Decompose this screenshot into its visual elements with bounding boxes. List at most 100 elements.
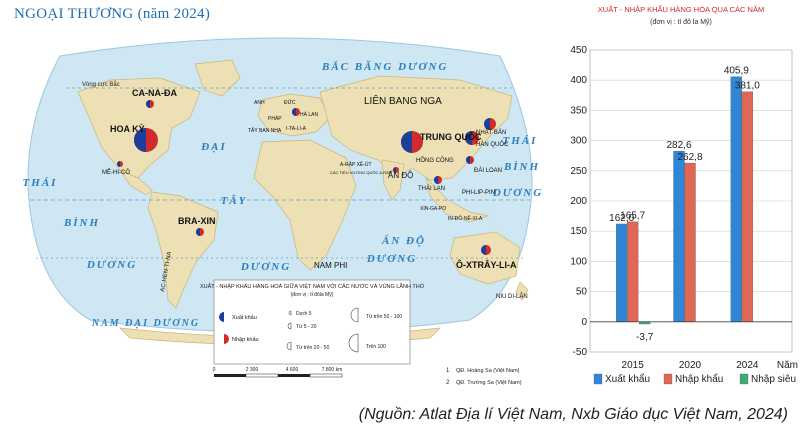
map-legend: XUẤT - NHẬP KHẨU HÀNG HOÁ GIỮA VIỆT NAM … <box>200 279 425 365</box>
svg-text:Nhập khẩu: Nhập khẩu <box>232 336 259 343</box>
arctic-circle-label: Vòng cực Bắc <box>82 81 120 88</box>
africa-land <box>253 139 357 271</box>
ocean-pacific-west-3: DƯƠNG <box>86 259 137 271</box>
label-tay-ban-nha: TÂY BAN NHA <box>248 127 282 134</box>
symbol-thai-lan <box>434 176 442 184</box>
symbol-trung-quoc <box>401 131 423 153</box>
svg-text:0: 0 <box>213 367 216 373</box>
bar <box>730 76 742 322</box>
legend-size-2: Từ 5 - 20 <box>287 322 317 330</box>
symbol-ca-na-da <box>146 100 154 108</box>
svg-text:1: 1 <box>446 368 450 374</box>
data-label: 162,0 <box>609 213 634 224</box>
legend-swatch <box>593 373 603 385</box>
chart-title: XUẤT - NHẬP KHẨU HÀNG HÓA QUA CÁC NĂM <box>598 4 764 14</box>
data-label: 405,9 <box>724 66 749 77</box>
x-axis-label: Năm <box>777 360 798 371</box>
legend-swatch <box>663 373 673 385</box>
y-tick-label: 150 <box>570 226 587 237</box>
data-label: 262,8 <box>677 152 702 163</box>
svg-text:2 300: 2 300 <box>246 367 259 373</box>
symbol-han-quoc <box>465 131 479 145</box>
label-ca-na-da: CA-NA-ĐA <box>132 88 177 98</box>
australia-land <box>449 231 521 285</box>
y-tick-label: 400 <box>570 75 587 86</box>
label-bra-xin: BRA-XIN <box>178 216 216 226</box>
ocean-southern: NAM ĐẠI DƯƠNG <box>91 318 200 329</box>
label-an-do: ẤN ĐỘ <box>388 170 413 180</box>
y-tick-label: 350 <box>570 105 587 116</box>
symbol-mexico <box>117 161 123 167</box>
label-nam-phi: NAM PHI <box>314 261 347 270</box>
y-tick-label: -50 <box>573 347 588 358</box>
ocean-pacific-east-3: DƯƠNG <box>492 187 543 199</box>
bar <box>616 223 628 322</box>
asia-land <box>319 75 513 181</box>
x-tick-label: 2015 <box>622 360 645 371</box>
trade-chart-panel: XUẤT - NHẬP KHẨU HÀNG HÓA QUA CÁC NĂM (đ… <box>560 0 802 392</box>
label-xin-ga-po: XIN-GA-PO <box>420 206 446 212</box>
y-tick-label: 300 <box>570 136 587 147</box>
label-lien-bang-nga: LIÊN BANG NGA <box>364 94 442 107</box>
data-label: -3,7 <box>636 332 654 343</box>
svg-text:2: 2 <box>446 380 450 386</box>
label-ha-lan: HÀ LAN <box>300 111 318 118</box>
legend-label: Nhập siêu <box>751 374 796 385</box>
symbol-hoa-ky <box>134 128 158 152</box>
country-labels: HOA KỲ CA-NA-ĐA MÊ-HI-CÔ BRA-XIN AC-HEN-… <box>102 88 528 300</box>
new-zealand-land <box>515 281 529 301</box>
label-me-hi-co: MÊ-HI-CÔ <box>102 168 130 176</box>
symbol-europe <box>292 108 300 116</box>
label-phi-lip-pin: PHI-LIP-PIN <box>462 190 495 196</box>
greenland-land <box>194 59 241 97</box>
source-caption: (Nguồn: Atlat Địa lí Việt Nam, Nxb Giáo … <box>358 406 788 423</box>
land-masses <box>77 59 529 346</box>
map-title: NGOẠI THƯƠNG (năm 2024) <box>14 6 211 22</box>
x-tick-label: 2020 <box>679 360 702 371</box>
trade-map: NGOẠI THƯƠNG (năm 2024) Vòng cực Bắc BẮC… <box>14 6 543 386</box>
label-o-xtray-li-a: Ô-XTRÂY-LI-A <box>456 259 517 270</box>
ocean-atlantic-1: ĐẠI <box>200 141 227 153</box>
north-america-land <box>77 77 201 179</box>
svg-text:Từ trên 50 - 100: Từ trên 50 - 100 <box>366 314 402 320</box>
symbol-nhat-ban <box>484 118 496 130</box>
label-dai-loan: ĐÀI LOAN <box>474 167 502 174</box>
svg-text:QĐ. Hoàng Sa (Việt Nam): QĐ. Hoàng Sa (Việt Nam) <box>456 368 520 374</box>
svg-text:4 600: 4 600 <box>286 367 299 373</box>
label-nhat-ban: NHẬT BẢN <box>476 129 506 136</box>
trade-bar-chart: XUẤT - NHẬP KHẨU HÀNG HÓA QUA CÁC NĂM (đ… <box>570 4 798 385</box>
label-trung-quoc: TRUNG QUỐC <box>420 131 482 142</box>
x-tick-label: 2024 <box>736 360 759 371</box>
data-label: 381,0 <box>735 81 760 92</box>
ocean-atlantic-2: TÂY <box>221 195 248 207</box>
ocean-pacific-west-2: BÌNH <box>63 217 100 229</box>
legend-label: Nhập khẩu <box>675 373 723 385</box>
legend-size-3: Từ trên 20 - 50 <box>286 341 330 351</box>
label-uae: CÁC TIỂU VƯƠNG QUỐC A-RẬP <box>330 170 392 175</box>
y-tick-label: 450 <box>570 45 587 56</box>
ocean-indian-2: DƯƠNG <box>366 253 417 265</box>
legend-size-5: Trên 100 <box>348 333 386 353</box>
svg-text:7 800 km: 7 800 km <box>322 367 343 373</box>
y-tick-label: 50 <box>576 287 588 298</box>
ocean-arctic: BẮC BĂNG DƯƠNG <box>321 60 448 73</box>
label-hoa-ky: HOA KỲ <box>110 123 145 134</box>
label-phap: PHÁP <box>268 115 282 122</box>
central-america-land <box>119 169 153 196</box>
symbol-dai-loan <box>466 156 474 164</box>
chart-subtitle: (đơn vị : tỉ đô la Mỹ) <box>650 18 712 26</box>
legend-import: Nhập khẩu <box>224 334 259 344</box>
label-hong-cong: HỒNG CÔNG <box>416 157 454 164</box>
legend-export: Xuất khẩu <box>219 312 257 322</box>
label-han-quoc: HÀN QUỐC <box>476 141 509 148</box>
legend-size-1: Dưới 5 <box>288 310 312 317</box>
y-tick-label: 200 <box>570 196 587 207</box>
legend-swatch <box>739 373 749 385</box>
data-label: 282,6 <box>666 140 691 151</box>
bar <box>741 91 753 322</box>
ocean-atlantic-3: DƯƠNG <box>240 261 291 273</box>
ocean-indian-1: ẤN ĐỘ <box>381 234 426 247</box>
world-map: Vòng cực Bắc BẮC BĂNG DƯƠNG THÁI BÌNH DƯ… <box>23 37 543 386</box>
trade-symbols <box>117 100 496 255</box>
bar <box>684 162 696 322</box>
